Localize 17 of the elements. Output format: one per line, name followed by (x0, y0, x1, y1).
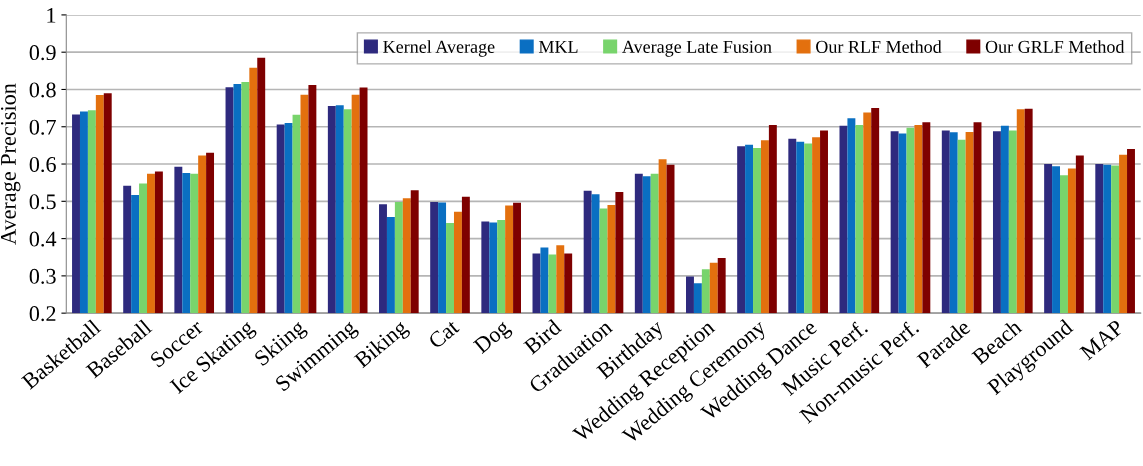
y-tick-label: 0.6 (29, 156, 56, 173)
x-tick-label: Cat (427, 318, 460, 350)
y-tick-label: 0.4 (29, 231, 57, 247)
y-axis-title: Average Precision (0, 83, 21, 245)
legend-label: Kernel Average (383, 40, 495, 57)
legend-label: MKL (538, 40, 578, 53)
legend-label: Our GRLF Method (985, 40, 1125, 53)
y-tick-label: 0.5 (29, 194, 56, 210)
y-tick-label: 0.7 (29, 119, 56, 135)
y-tick-label: 1 (47, 7, 56, 23)
y-tick-label: 0.2 (29, 306, 56, 322)
y-tick-label: 0.8 (29, 82, 56, 98)
x-tick-label: Dog (472, 318, 514, 358)
legend-label: Average Late Fusion (622, 40, 772, 57)
legend-label: Our RLF Method (816, 40, 942, 53)
y-tick-label: 0.9 (29, 45, 56, 61)
y-tick-label: 0.3 (29, 268, 56, 284)
